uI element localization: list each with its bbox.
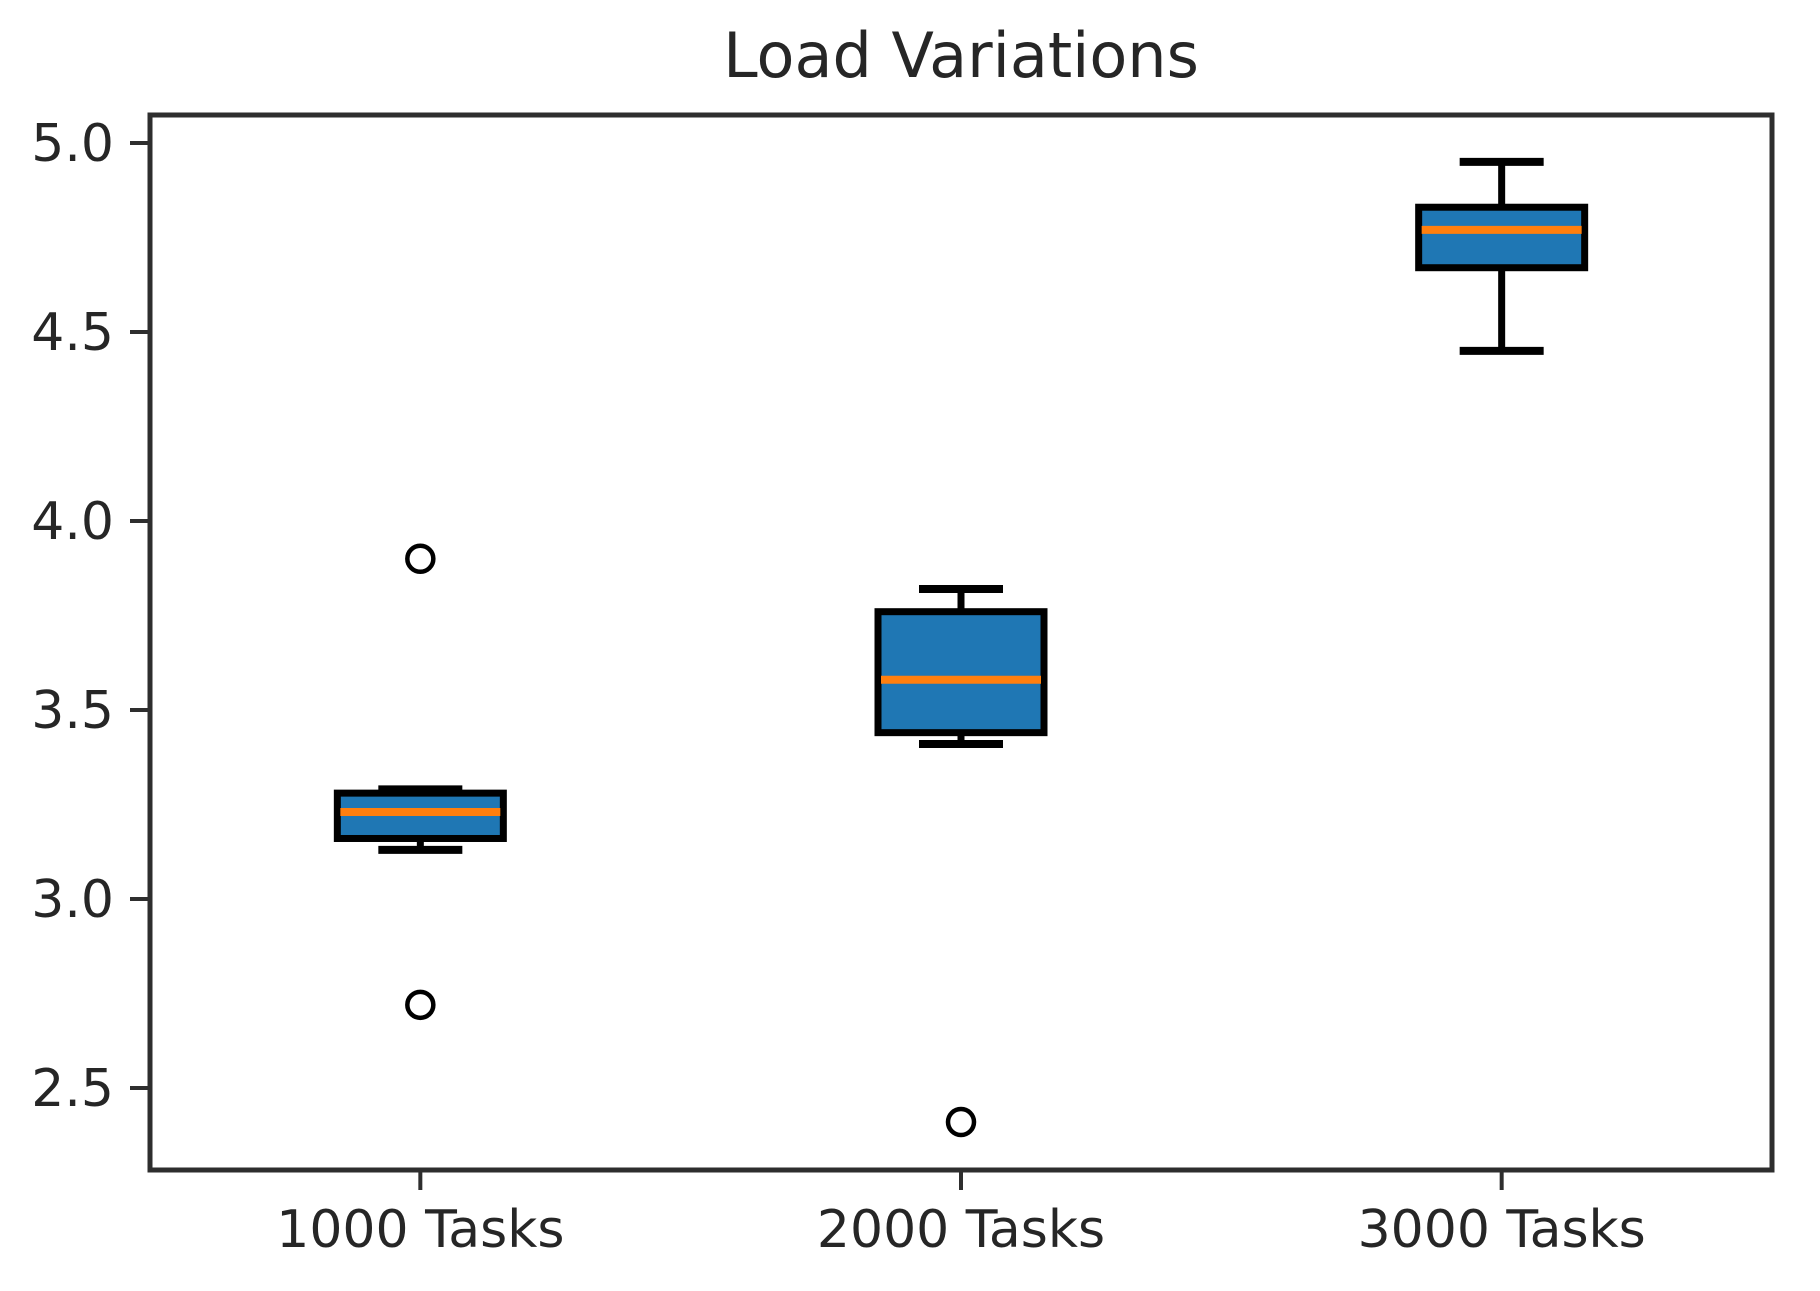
box-iqr-2000-tasks: [874, 608, 1048, 737]
x-tick-label-3000-tasks: 3000 Tasks: [1358, 1200, 1646, 1260]
y-tick-label-3.0: 3.0: [31, 870, 114, 930]
outlier-point-2000-tasks: [945, 1106, 977, 1138]
y-tick-label-3.5: 3.5: [31, 681, 114, 741]
x-tick-label-1000-tasks: 1000 Tasks: [276, 1200, 564, 1260]
plot-area-group: 5.0 4.5 4.0 3.5 3.0 2.5 1000 Tasks 2000 Tasks 30…: [31, 112, 1775, 1260]
outlier-point-1000-tasks: [405, 989, 436, 1021]
chart-title: Load Variations: [723, 19, 1199, 92]
y-tick-label-4.5: 4.5: [31, 303, 114, 363]
x-tick-label-2000-tasks: 2000 Tasks: [817, 1200, 1105, 1260]
box-iqr-3000-tasks: [1415, 203, 1589, 272]
y-tick-label-2.5: 2.5: [31, 1059, 114, 1119]
y-tick-label-4.0: 4.0: [31, 492, 114, 552]
outlier-point-1000-tasks: [405, 543, 436, 575]
y-tick-label-5.0: 5.0: [31, 114, 114, 174]
